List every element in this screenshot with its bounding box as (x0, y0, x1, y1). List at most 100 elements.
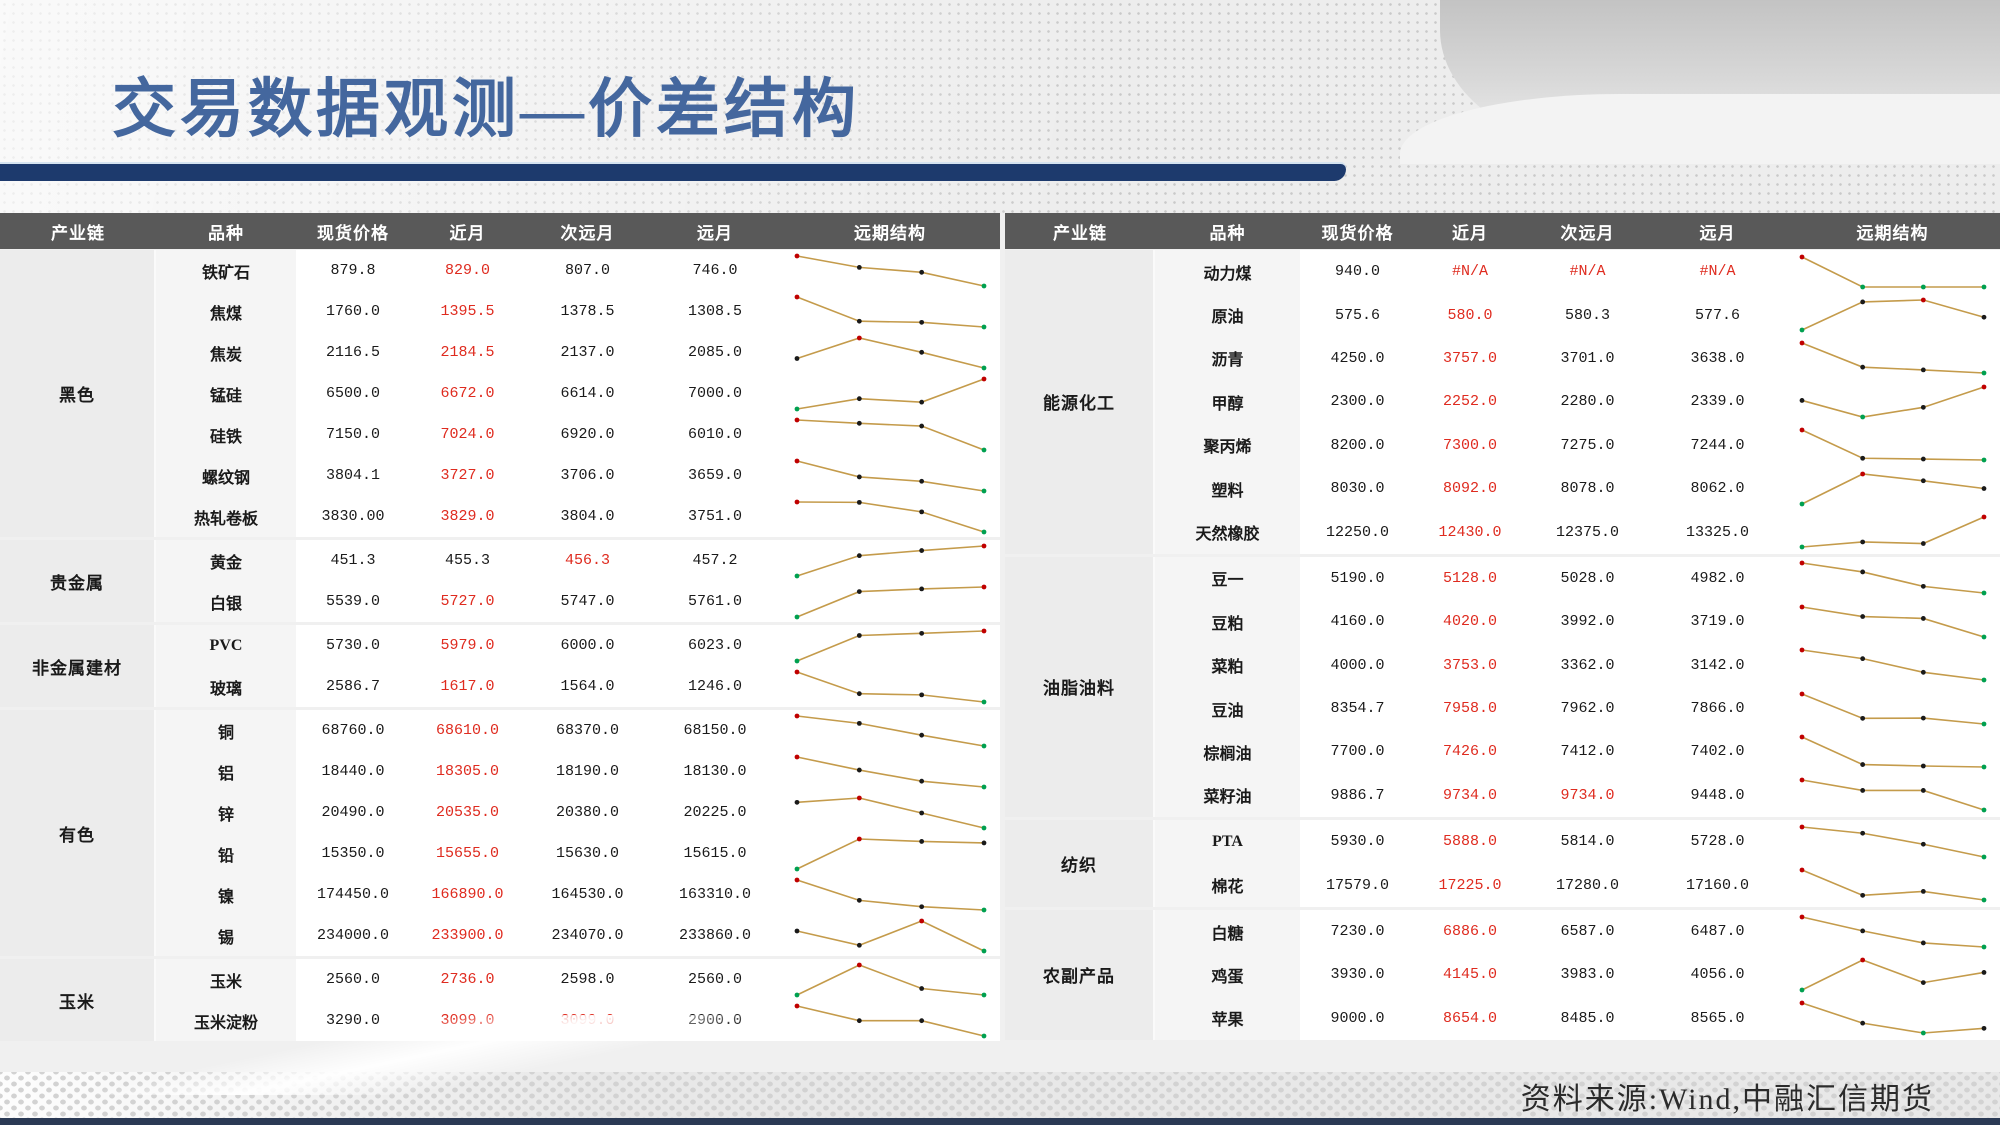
sparkline-chart (794, 877, 986, 912)
sparkline-chart (794, 499, 986, 534)
price-cell-far: 1308.5 (650, 291, 780, 332)
sparkline-chart (794, 458, 986, 493)
price-cell-far: 4056.0 (1650, 953, 1785, 997)
variety-cell: 焦煤 (156, 291, 296, 332)
price-cell-next: 15630.0 (525, 833, 650, 874)
chain-group: 黑色 铁矿石 879.8 829.0 807.0 746.0 焦煤 1760.0 1395.5 1… (0, 250, 1000, 537)
chain-cell: 贵金属 (0, 540, 156, 622)
table-row: 棉花 17579.0 17225.0 17280.0 17160.0 (1155, 863, 2000, 907)
chain-group: 有色铜 68760.0 68610.0 68370.0 68150.0 铝 18440.0 1… (0, 710, 1000, 956)
table-row: 螺纹钢 3804.1 3727.0 3706.0 3659.0 (156, 455, 1000, 496)
price-cell-next: 2137.0 (525, 332, 650, 373)
price-cell-near: 3829.0 (410, 496, 525, 537)
price-cell-near: 7426.0 (1415, 730, 1525, 774)
price-cell-next: 456.3 (525, 540, 650, 581)
sparkline-cell (1785, 423, 2000, 467)
group-rows: 铁矿石 879.8 829.0 807.0 746.0 焦煤 1760.0 1395.5 137… (156, 250, 1000, 537)
price-cell-far: 15615.0 (650, 833, 780, 874)
table-row: 焦炭 2116.5 2184.5 2137.0 2085.0 (156, 332, 1000, 373)
price-cell-next: 8078.0 (1525, 466, 1650, 511)
table-row: 豆油 8354.7 7958.0 7962.0 7866.0 (1155, 686, 2000, 731)
table-row: 锰硅 6500.0 6672.0 6614.0 7000.0 (156, 373, 1000, 414)
sparkline-cell (1785, 380, 2000, 424)
sparkline-chart (1799, 471, 1986, 507)
sparkline-cell (780, 455, 1000, 496)
sparkline-cell (1785, 643, 2000, 687)
price-cell-spot: 68760.0 (296, 710, 410, 751)
sparkline-chart (1799, 427, 1986, 463)
chain-group: 油脂油料 豆一 5190.0 5128.0 5028.0 4982.0 豆粕 4160.0 40… (1005, 556, 2000, 818)
price-cell-near: 455.3 (410, 540, 525, 581)
top-right-swoosh (1400, 0, 2000, 164)
price-cell-spot: 1760.0 (296, 291, 410, 332)
price-cell-next: 1564.0 (525, 666, 650, 707)
sparkline-chart (794, 335, 986, 370)
table-row: 菜籽油 9886.7 9734.0 9734.0 9448.0 (1155, 773, 2000, 818)
sparkline-cell (780, 291, 1000, 332)
chain-cell: 农副产品 (1005, 909, 1155, 1041)
price-cell-next: 18190.0 (525, 751, 650, 792)
col-header-1: 品种 (1209, 223, 1246, 243)
sparkline-chart (794, 669, 986, 704)
price-cell-spot: 20490.0 (296, 792, 410, 833)
price-cell-near: #N/A (1415, 250, 1525, 294)
price-cell-far: 6010.0 (650, 414, 780, 455)
variety-cell: 豆粕 (1155, 600, 1300, 644)
price-cell-far: 2085.0 (650, 332, 780, 373)
sparkline-cell (1785, 600, 2000, 644)
col-header-2: 现货价格 (1321, 223, 1394, 243)
price-cell-far: 6487.0 (1650, 909, 1785, 954)
sparkline-chart (1799, 1000, 1986, 1036)
price-cell-spot: 15350.0 (296, 833, 410, 874)
price-cell-next: 5814.0 (1525, 820, 1650, 864)
sparkline-cell (1785, 686, 2000, 731)
table-row: 铅 15350.0 15655.0 15630.0 15615.0 (156, 833, 1000, 874)
sparkline-cell (1785, 336, 2000, 381)
price-cell-spot: 4160.0 (1300, 600, 1415, 644)
variety-cell: 热轧卷板 (156, 496, 296, 537)
col-header-1: 品种 (208, 223, 244, 243)
table-row: 天然橡胶 12250.0 12430.0 12375.0 13325.0 (1155, 510, 2000, 554)
price-cell-near: 6672.0 (410, 373, 525, 414)
chain-cell: 油脂油料 (1005, 556, 1155, 818)
table-row: 苹果 9000.0 8654.0 8485.0 8565.0 (1155, 996, 2000, 1041)
sparkline-chart (1799, 957, 1986, 993)
price-cell-next: 3804.0 (525, 496, 650, 537)
price-cell-far: 3659.0 (650, 455, 780, 496)
price-cell-near: 5727.0 (410, 581, 525, 622)
sparkline-cell (780, 373, 1000, 414)
table-row: 原油 575.6 580.0 580.3 577.6 (1155, 293, 2000, 337)
price-cell-near: 8654.0 (1415, 996, 1525, 1041)
price-cell-far: 17160.0 (1650, 863, 1785, 907)
table-body: 黑色 铁矿石 879.8 829.0 807.0 746.0 焦煤 1760.0 1395.5 1… (0, 250, 1000, 1041)
price-cell-near: 580.0 (1415, 293, 1525, 337)
sparkline-chart (1799, 514, 1986, 550)
price-cell-next: 807.0 (525, 250, 650, 291)
variety-cell: 豆油 (1155, 686, 1300, 731)
price-cell-near: 12430.0 (1415, 510, 1525, 554)
variety-cell: 镍 (156, 874, 296, 915)
sparkline-chart (794, 1003, 986, 1038)
sparkline-chart (1799, 777, 1986, 813)
sparkline-chart (794, 584, 986, 619)
table-row: 铜 68760.0 68610.0 68370.0 68150.0 (156, 710, 1000, 751)
sparkline-cell (780, 414, 1000, 455)
table-row: 聚丙烯 8200.0 7300.0 7275.0 7244.0 (1155, 423, 2000, 467)
price-cell-next: 2280.0 (1525, 380, 1650, 424)
price-cell-near: 2184.5 (410, 332, 525, 373)
table-row: 白银 5539.0 5727.0 5747.0 5761.0 (156, 581, 1000, 622)
price-cell-far: 7866.0 (1650, 686, 1785, 731)
variety-cell: PTA (1155, 820, 1300, 864)
price-cell-spot: 5190.0 (1300, 556, 1415, 601)
price-cell-spot: 8200.0 (1300, 423, 1415, 467)
variety-cell: 菜籽油 (1155, 773, 1300, 818)
price-cell-far: 5728.0 (1650, 820, 1785, 864)
price-cell-spot: 12250.0 (1300, 510, 1415, 554)
variety-cell: 苹果 (1155, 996, 1300, 1041)
chain-group: 纺织 PTA 5930.0 5888.0 5814.0 5728.0 棉花 17579.0 17… (1005, 820, 2000, 907)
price-cell-near: 2736.0 (410, 959, 525, 1000)
price-table-right: 产业链 品种 现货价格 近月 次远月 远月 远期结构 能源化工 动力煤 940.0 #N/A #N/A… (1005, 213, 2000, 1041)
price-cell-near: 8092.0 (1415, 466, 1525, 511)
sparkline-cell (1785, 510, 2000, 554)
col-header-5: 远月 (697, 223, 733, 243)
